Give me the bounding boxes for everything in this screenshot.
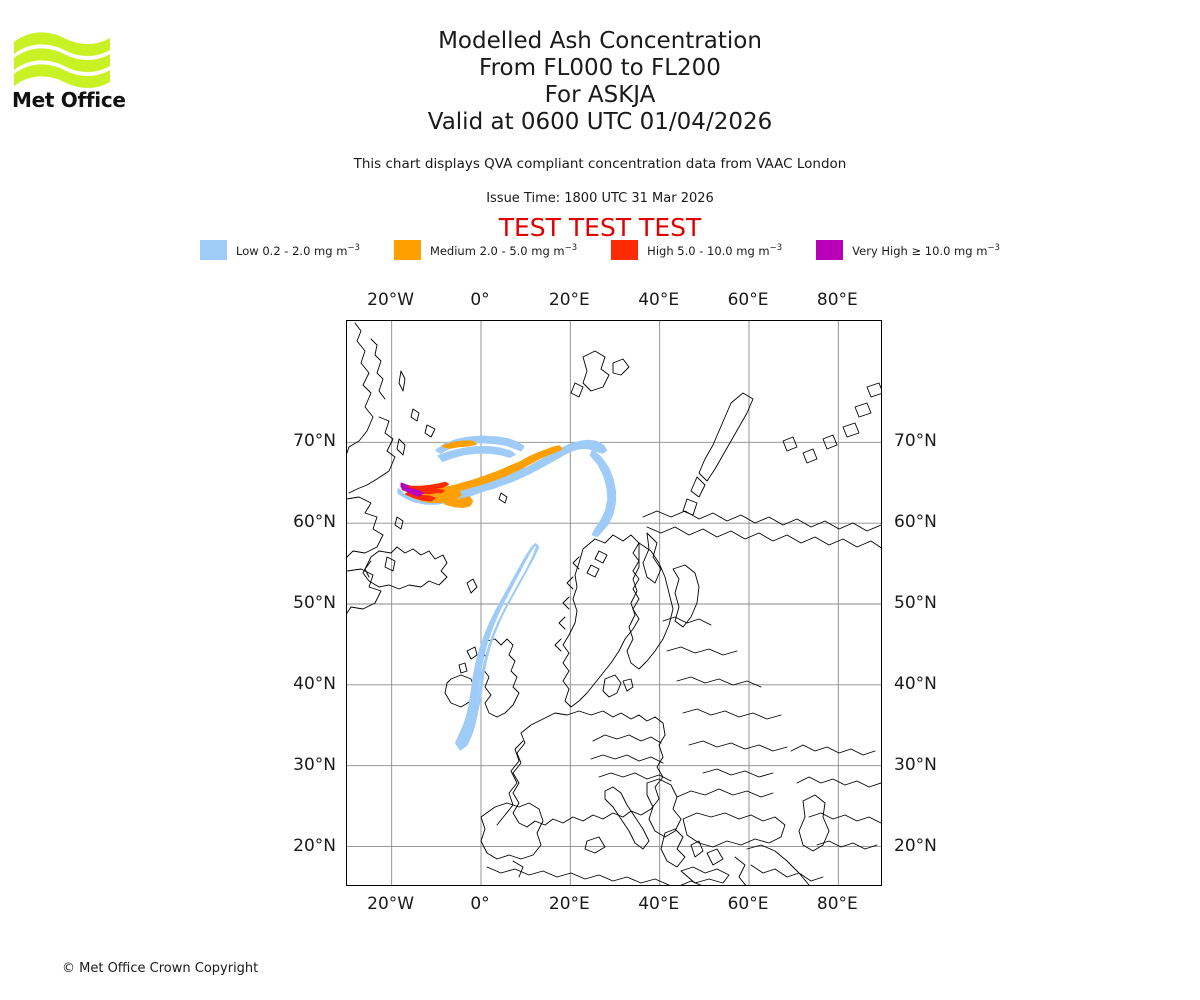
axis-tick-label: 30°N — [293, 754, 336, 775]
legend-item-low: Low 0.2 - 2.0 mg m−3 — [200, 240, 360, 260]
test-banner: TEST TEST TEST — [498, 213, 702, 242]
axis-tick-label: 80°E — [816, 894, 858, 914]
axis-tick-label: 60°N — [293, 512, 336, 533]
legend-label-very-high: Very High ≥ 10.0 mg m−3 — [852, 242, 1000, 258]
axis-tick-label: 20°W — [367, 290, 415, 310]
axis-tick-label: 40°E — [638, 894, 680, 914]
axis-tick-label: 20°W — [367, 894, 415, 914]
ash-concentration-map: 20°W 0° 20°E 40°E 60°E 80°E 20°W 0° 20°E 40°E 60°… — [293, 290, 937, 914]
axis-tick-label: 60°N — [894, 512, 937, 533]
axis-tick-label: 40°N — [894, 673, 937, 694]
legend-label-low: Low 0.2 - 2.0 mg m−3 — [236, 242, 360, 258]
legend-label-high: High 5.0 - 10.0 mg m−3 — [647, 242, 783, 258]
title-line-3: For ASKJA — [544, 82, 656, 108]
axis-tick-label: 40°N — [293, 673, 336, 694]
chart-subtitle: This chart displays QVA compliant concen… — [353, 156, 847, 172]
legend-label-medium: Medium 2.0 - 5.0 mg m−3 — [429, 242, 578, 258]
axis-tick-label: 20°N — [894, 835, 937, 856]
axis-tick-label: 70°N — [894, 431, 937, 452]
axis-tick-label: 50°N — [894, 593, 937, 613]
axis-tick-label: 70°N — [293, 431, 336, 452]
legend-swatch-low — [200, 240, 228, 260]
axis-tick-label: 0° — [470, 894, 490, 914]
copyright-notice: © Met Office Crown Copyright — [62, 961, 259, 976]
axis-tick-label: 20°E — [548, 894, 590, 914]
legend-item-very-high: Very High ≥ 10.0 mg m−3 — [816, 240, 1000, 260]
met-office-logo-text: Met Office — [12, 88, 126, 112]
axis-tick-label: 60°E — [727, 290, 769, 310]
title-line-1: Modelled Ash Concentration — [438, 28, 762, 54]
legend-swatch-medium — [393, 240, 421, 260]
axis-tick-label: 50°N — [293, 593, 336, 613]
issue-time-label: Issue Time: 1800 UTC 31 Mar 2026 — [486, 191, 714, 206]
title-line-2: From FL000 to FL200 — [479, 55, 721, 81]
map-frame — [346, 320, 882, 886]
axis-tick-label: 20°E — [548, 290, 590, 310]
axis-tick-label: 80°E — [816, 290, 858, 310]
legend-swatch-very-high — [816, 240, 844, 260]
axis-tick-label: 30°N — [894, 754, 937, 775]
axis-tick-label: 20°N — [293, 835, 336, 856]
axis-tick-label: 0° — [470, 290, 490, 310]
legend-swatch-high — [611, 240, 639, 260]
met-office-logo — [12, 28, 122, 113]
legend-item-medium: Medium 2.0 - 5.0 mg m−3 — [393, 240, 578, 260]
page-title: Modelled Ash Concentration From FL000 to… — [0, 28, 1200, 136]
axis-tick-label: 40°E — [638, 290, 680, 310]
legend-item-high: High 5.0 - 10.0 mg m−3 — [611, 240, 782, 260]
axis-tick-label: 60°E — [727, 894, 769, 914]
concentration-legend: Low 0.2 - 2.0 mg m−3 Medium 2.0 - 5.0 mg… — [0, 240, 1200, 260]
title-line-4: Valid at 0600 UTC 01/04/2026 — [427, 109, 773, 135]
